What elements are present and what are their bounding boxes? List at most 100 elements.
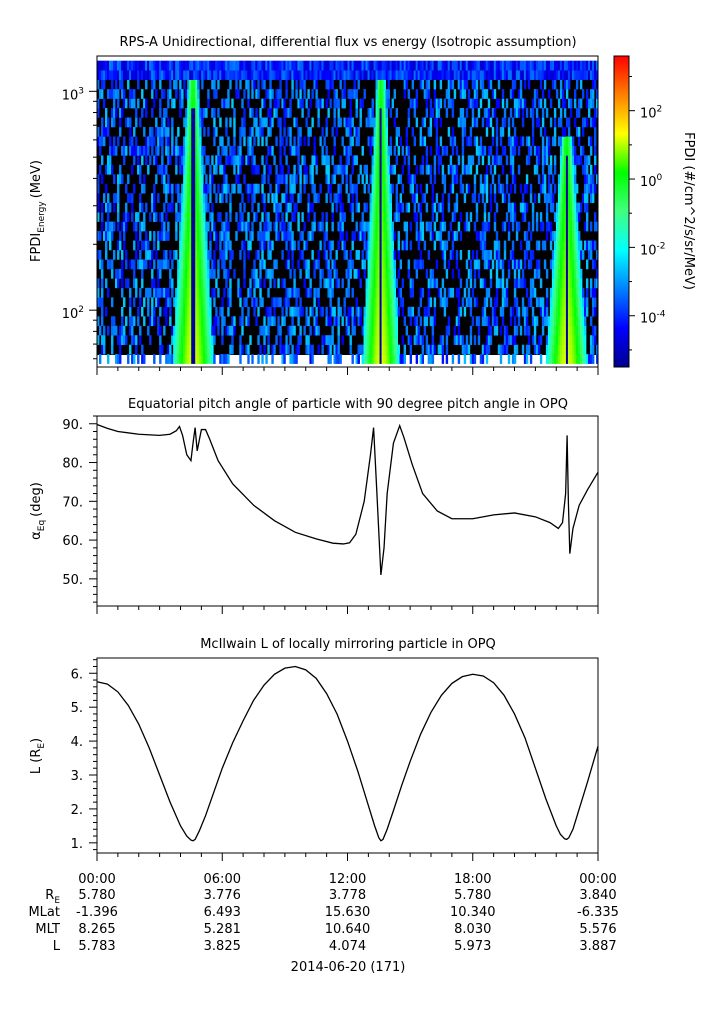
- heatmap-cell: [103, 60, 106, 71]
- heatmap-cell: [181, 325, 184, 336]
- heatmap-cell: [561, 335, 565, 345]
- heatmap-cell: [361, 60, 364, 71]
- heatmap-cell: [119, 79, 122, 90]
- heatmap-cell: [393, 60, 396, 71]
- heatmap-cell: [365, 325, 368, 336]
- heatmap-cell: [469, 136, 473, 147]
- heatmap-cell: [577, 70, 581, 80]
- heatmap-cell: [589, 250, 593, 260]
- heatmap-cell: [503, 145, 507, 156]
- heatmap-cell: [465, 344, 469, 355]
- heatmap-cell: [127, 212, 130, 222]
- heatmap-cell: [577, 250, 581, 260]
- heatmap-cell: [363, 325, 366, 336]
- heatmap-cell: [485, 89, 489, 99]
- heatmap-cell: [143, 174, 146, 185]
- heatmap-cell: [111, 231, 114, 241]
- heatmap-cell: [309, 202, 312, 213]
- heatmap-cell: [585, 193, 589, 203]
- heatmap-cell: [555, 231, 559, 241]
- heatmap-cell: [573, 70, 577, 80]
- heatmap-cell: [555, 70, 559, 80]
- heatmap-cell: [559, 164, 563, 175]
- heatmap-cell: [539, 335, 543, 345]
- heatmap-cell: [531, 250, 535, 260]
- heatmap-cell: [381, 60, 384, 71]
- heatmap-cell: [251, 79, 254, 90]
- heatmap-cell: [405, 79, 409, 90]
- heatmap-cell: [213, 231, 216, 241]
- heatmap-cell: [331, 278, 334, 289]
- heatmap-cell: [567, 354, 571, 364]
- heatmap-cell: [587, 155, 591, 166]
- heatmap-cell: [471, 316, 475, 327]
- heatmap-title: RPS-A Unidirectional, differential flux …: [119, 35, 576, 50]
- heatmap-cell: [567, 231, 571, 241]
- heatmap-cell: [99, 145, 102, 156]
- heatmap-cell: [443, 145, 447, 156]
- heatmap-cell: [571, 335, 575, 345]
- heatmap-cell: [155, 89, 158, 99]
- heatmap-cell: [247, 193, 250, 203]
- heatmap-cell: [351, 70, 354, 80]
- heatmap-cell: [491, 259, 495, 270]
- heatmap-cell: [565, 79, 569, 90]
- heatmap-cell: [381, 250, 384, 260]
- heatmap-cell: [559, 60, 563, 71]
- heatmap-cell: [223, 70, 226, 80]
- heatmap-cell: [455, 145, 459, 156]
- heatmap-cell: [589, 145, 593, 156]
- heatmap-cell: [457, 221, 461, 232]
- heatmap-cell: [509, 136, 513, 147]
- heatmap-cell: [105, 164, 108, 175]
- heatmap-cell: [477, 325, 481, 336]
- heatmap-cell: [393, 164, 396, 175]
- heatmap-cell: [535, 221, 539, 232]
- heatmap-cell: [373, 183, 376, 194]
- heatmap-cell: [519, 259, 523, 270]
- heatmap-cell: [495, 202, 499, 213]
- heatmap-cell: [349, 306, 352, 317]
- heatmap-cell: [293, 287, 296, 298]
- heatmap-cell: [541, 117, 545, 128]
- heatmap-cell: [427, 79, 431, 90]
- heatmap-cell: [569, 344, 573, 355]
- heatmap-cell: [499, 278, 503, 289]
- heatmap-cell: [195, 60, 198, 71]
- heatmap-cell: [359, 221, 362, 232]
- pitch-angle-title: Equatorial pitch angle of particle with …: [128, 397, 568, 412]
- heatmap-cell: [141, 354, 144, 364]
- heatmap-cell: [387, 183, 390, 194]
- heatmap-cell: [367, 221, 370, 232]
- heatmap-cell: [511, 79, 515, 90]
- heatmap-cell: [247, 136, 250, 147]
- heatmap-cell: [585, 183, 589, 194]
- heatmap-cell: [183, 70, 186, 80]
- heatmap-cell: [529, 193, 533, 203]
- heatmap-cell: [553, 316, 557, 327]
- heatmap-cell: [401, 183, 405, 194]
- heatmap-cell: [553, 108, 557, 118]
- heatmap-cell: [265, 70, 268, 80]
- heatmap-cell: [557, 278, 561, 289]
- heatmap-cell: [445, 70, 449, 80]
- ephemeris-row-label: L: [53, 939, 61, 954]
- heatmap-cell: [499, 259, 503, 270]
- heatmap-cell: [469, 278, 473, 289]
- heatmap-cell: [409, 306, 413, 317]
- heatmap-cell: [596, 250, 599, 260]
- heatmap-cell: [329, 98, 332, 109]
- heatmap-cell: [337, 117, 340, 128]
- heatmap-cell: [187, 250, 190, 260]
- heatmap-cell: [179, 316, 182, 327]
- heatmap-cell: [553, 70, 557, 80]
- heatmap-cell: [273, 108, 276, 118]
- heatmap-cell: [193, 164, 196, 175]
- heatmap-cell: [553, 325, 557, 336]
- heatmap-cell: [569, 335, 573, 345]
- heatmap-cell: [239, 287, 242, 298]
- heatmap-cell: [457, 335, 461, 345]
- heatmap-cell: [575, 212, 579, 222]
- heatmap-cell: [221, 297, 224, 308]
- heatmap-cell: [503, 297, 507, 308]
